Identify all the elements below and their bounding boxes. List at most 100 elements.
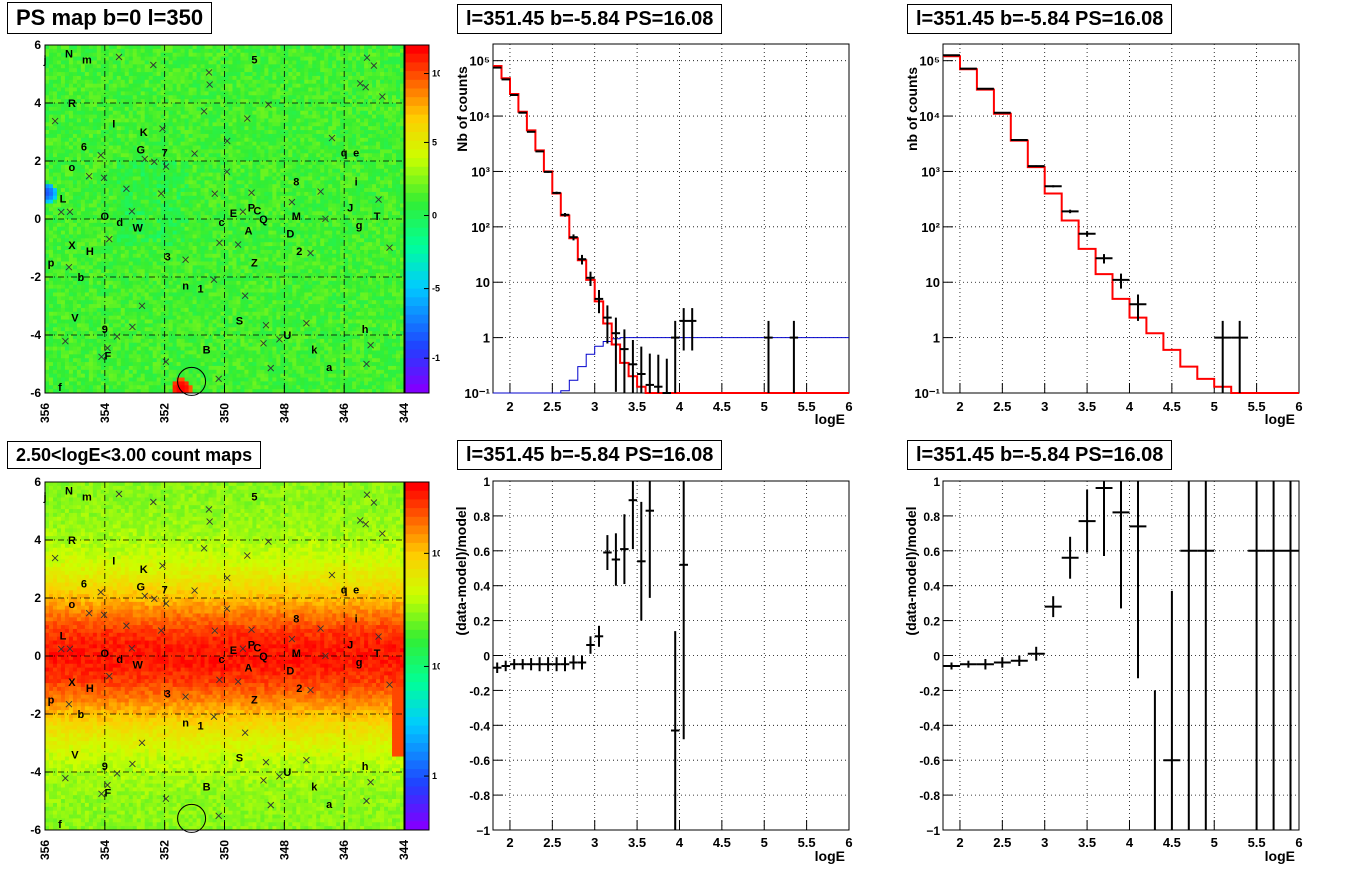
- heatmap-cell: [68, 381, 74, 386]
- heatmap-cell: [52, 137, 58, 143]
- heatmap-cell: [112, 95, 118, 100]
- heatmap-cell: [100, 253, 106, 259]
- heatmap-cell: [84, 389, 90, 394]
- heatmap-cell: [164, 277, 170, 282]
- heatmap-cell: [92, 133, 98, 139]
- heatmap-cell: [208, 64, 213, 69]
- heatmap-cell: [212, 211, 217, 216]
- heatmap-cell: [152, 284, 158, 289]
- heatmap-cell: [256, 269, 261, 274]
- heatmap-cell: [216, 242, 221, 247]
- heatmap-cell: [176, 315, 182, 320]
- heatmap-cell: [240, 207, 245, 212]
- heatmap-cell: [120, 277, 126, 282]
- heatmap-cell: [132, 207, 138, 212]
- heatmap-cell: [76, 234, 82, 239]
- heatmap-cell: [220, 362, 225, 367]
- heatmap-cell: [168, 311, 174, 317]
- heatmap-cell: [144, 238, 150, 243]
- heatmap-cell: [216, 335, 221, 340]
- heatmap-cell: [192, 253, 197, 259]
- heatmap-cell: [124, 273, 130, 278]
- heatmap-cell: [104, 72, 110, 77]
- heatmap-cell: [116, 130, 122, 135]
- heatmap-cell: [68, 331, 74, 336]
- heatmap-cell: [228, 153, 233, 158]
- heatmap-cell: [76, 164, 82, 170]
- heatmap-cell: [236, 48, 241, 54]
- heatmap-cell: [260, 95, 265, 100]
- heatmap-cell: [256, 60, 261, 65]
- heatmap-cell: [204, 327, 209, 332]
- heatmap-cell: [112, 246, 118, 251]
- heatmap-cell: [184, 249, 189, 255]
- heatmap-cell: [88, 83, 94, 88]
- heatmap-cell: [88, 145, 94, 150]
- heatmap-cell: [132, 381, 138, 386]
- heatmap-cell: [232, 118, 237, 123]
- heatmap-cell: [156, 164, 162, 170]
- heatmap-cell: [68, 219, 74, 224]
- heatmap-cell: [184, 184, 189, 189]
- heatmap-cell: [108, 191, 114, 197]
- heatmap-cell: [64, 56, 70, 61]
- heatmap-cell: [128, 269, 134, 274]
- heatmap-cell: [108, 161, 114, 166]
- heatmap-cell: [196, 365, 201, 371]
- heatmap-cell: [156, 273, 162, 278]
- heatmap-cell: [68, 261, 74, 266]
- heatmap-cell: [184, 273, 189, 278]
- heatmap-cell: [228, 87, 233, 92]
- heatmap-cell: [200, 265, 205, 270]
- heatmap-cell: [264, 219, 269, 224]
- heatmap-cell: [180, 149, 186, 154]
- heatmap-cell: [200, 207, 205, 212]
- heatmap-cell: [212, 103, 217, 108]
- heatmap-cell: [232, 354, 237, 359]
- heatmap-cell: [136, 79, 142, 85]
- heatmap-cell: [212, 52, 217, 57]
- heatmap-cell: [164, 319, 170, 324]
- heatmap-cell: [196, 373, 201, 378]
- heatmap-cell: [236, 273, 241, 278]
- heatmap-cell: [252, 149, 257, 154]
- heatmap-cell: [176, 180, 182, 185]
- heatmap-cell: [84, 222, 90, 228]
- heatmap-cell: [180, 207, 186, 212]
- heatmap-cell: [48, 346, 54, 351]
- heatmap-cell: [45, 122, 50, 127]
- heatmap-cell: [124, 249, 130, 255]
- heatmap-cell: [96, 110, 102, 115]
- heatmap-cell: [256, 385, 261, 390]
- heatmap-cell: [160, 87, 166, 92]
- heatmap-cell: [168, 137, 174, 143]
- heatmap-cell: [72, 199, 78, 204]
- heatmap-cell: [120, 346, 126, 351]
- heatmap-cell: [48, 296, 54, 301]
- heatmap-cell: [212, 222, 217, 228]
- heatmap-cell: [224, 331, 229, 336]
- heatmap-cell: [104, 277, 110, 282]
- heatmap-cell: [132, 130, 138, 135]
- heatmap-cell: [236, 72, 241, 77]
- heatmap-cell: [116, 95, 122, 100]
- heatmap-cell: [220, 292, 225, 297]
- heatmap-cell: [112, 103, 118, 108]
- heatmap-cell: [184, 377, 189, 382]
- heatmap-cell: [232, 222, 237, 228]
- heatmap-cell: [64, 110, 70, 115]
- heatmap-cell: [108, 99, 114, 104]
- heatmap-cell: [128, 219, 134, 224]
- heatmap-cell: [260, 122, 265, 127]
- heatmap-cell: [56, 157, 62, 162]
- heatmap-cell: [152, 350, 158, 355]
- heatmap-cell: [148, 284, 154, 289]
- heatmap-cell: [220, 307, 225, 313]
- heatmap-cell: [236, 346, 241, 351]
- heatmap-cell: [148, 164, 154, 170]
- heatmap-cell: [200, 365, 205, 371]
- heatmap-cell: [60, 184, 66, 189]
- heatmap-cell: [48, 87, 54, 92]
- heatmap-cell: [236, 350, 241, 355]
- heatmap-cell: [236, 164, 241, 170]
